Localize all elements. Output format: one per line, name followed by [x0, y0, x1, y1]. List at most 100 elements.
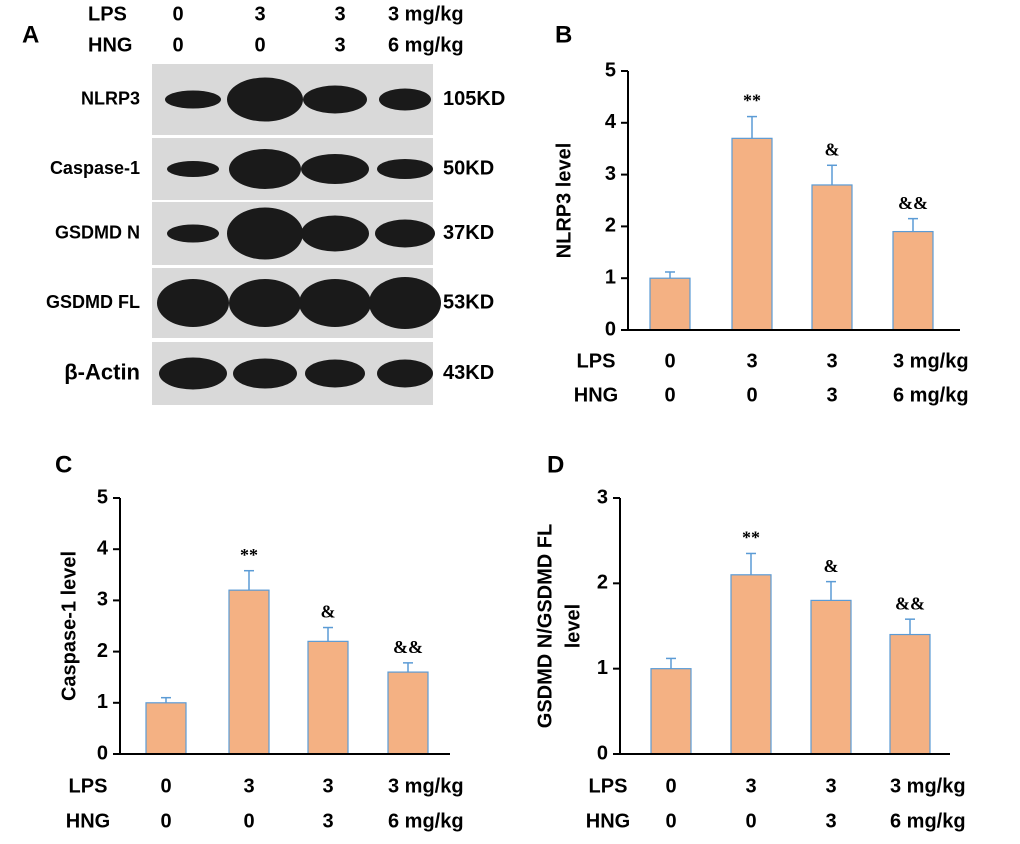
significance: &: [321, 602, 336, 622]
band: [369, 277, 441, 329]
error-bar: [666, 657, 676, 669]
error-bar: [323, 626, 333, 642]
y-tick-label: 2: [97, 640, 108, 662]
panel-label: C: [55, 451, 72, 478]
row-label: HNG: [88, 34, 132, 56]
band: [227, 77, 303, 122]
band-size: 37KD: [443, 222, 494, 244]
error-bar: [908, 217, 918, 232]
y-tick-label: 0: [597, 742, 608, 764]
bar: [810, 599, 852, 755]
y-tick-label: 0: [97, 742, 108, 764]
row-value: 0: [254, 34, 265, 56]
band: [167, 224, 219, 243]
row-value: 0: [664, 350, 675, 372]
error-bar: [403, 662, 413, 673]
bar: [228, 589, 270, 755]
y-axis-label: level: [562, 604, 584, 648]
significance: &&: [393, 637, 423, 657]
significance: &: [824, 556, 839, 576]
y-axis-label: NLRP3 level: [553, 143, 575, 259]
band: [227, 207, 303, 260]
error-bar: [826, 580, 836, 601]
band: [229, 279, 301, 327]
row-value: 0: [172, 3, 183, 25]
row-value: 3: [243, 775, 254, 797]
y-tick-label: 3: [605, 163, 616, 185]
row-value: 0: [745, 810, 756, 832]
row-value: 3 mg/kg: [893, 350, 969, 372]
y-tick-label: 4: [605, 111, 617, 133]
band-size: 43KD: [443, 362, 494, 384]
y-tick-label: 5: [605, 59, 616, 81]
y-tick-label: 3: [97, 589, 108, 611]
y-tick-label: 4: [97, 537, 109, 559]
row-label: HNG: [66, 810, 110, 832]
band: [157, 279, 229, 327]
significance: &&: [895, 593, 925, 613]
band: [299, 279, 371, 327]
y-axis-label: Caspase-1 level: [58, 551, 80, 701]
row-value: 0: [664, 384, 675, 406]
row-label: LPS: [589, 775, 628, 797]
bar: [649, 277, 691, 331]
y-axis-label: GSDMD N/GSDMD FL: [534, 524, 556, 728]
error-bar: [746, 552, 756, 575]
row-value: 0: [665, 810, 676, 832]
significance: **: [240, 545, 258, 565]
row-label: LPS: [88, 3, 127, 25]
band: [377, 159, 433, 179]
band-name: β-Actin: [64, 359, 140, 384]
bar: [145, 702, 187, 755]
bar: [730, 574, 772, 755]
bar: [811, 184, 853, 331]
panel-label: A: [22, 21, 39, 48]
y-tick-label: 3: [597, 486, 608, 508]
band-size: 50KD: [443, 157, 494, 179]
row-value: 3 mg/kg: [890, 775, 966, 797]
bar: [387, 671, 429, 755]
row-value: 3 mg/kg: [388, 775, 464, 797]
row-value: 0: [172, 34, 183, 56]
band: [377, 359, 433, 388]
row-value: 3: [334, 34, 345, 56]
y-tick-label: 0: [605, 318, 616, 340]
row-value: 3: [746, 350, 757, 372]
bar: [889, 633, 931, 755]
band-size: 53KD: [443, 291, 494, 313]
significance: &&: [898, 193, 928, 213]
row-value: 3: [322, 775, 333, 797]
band: [301, 154, 369, 184]
y-tick-label: 1: [605, 266, 616, 288]
bar: [731, 137, 773, 331]
band-size: 105KD: [443, 88, 505, 110]
row-value: 3: [745, 775, 756, 797]
band: [159, 357, 227, 390]
y-tick-label: 1: [597, 657, 608, 679]
y-tick-label: 2: [605, 215, 616, 237]
error-bar: [161, 696, 171, 703]
band: [301, 215, 369, 252]
band: [305, 359, 365, 388]
row-value: 3: [334, 3, 345, 25]
row-value: 0: [665, 775, 676, 797]
band-name: NLRP3: [81, 88, 140, 108]
row-value: 3 mg/kg: [388, 3, 464, 25]
y-tick-label: 5: [97, 486, 108, 508]
panel-label: D: [547, 451, 564, 478]
y-tick-label: 2: [597, 572, 608, 594]
significance: &: [825, 139, 840, 159]
row-value: 3: [826, 384, 837, 406]
row-value: 6 mg/kg: [388, 34, 464, 56]
error-bar: [827, 164, 837, 185]
significance: **: [742, 528, 760, 548]
row-value: 0: [746, 384, 757, 406]
band-name: GSDMD FL: [46, 292, 140, 312]
bar: [892, 230, 934, 331]
y-tick-label: 1: [97, 691, 108, 713]
bar: [650, 668, 692, 755]
significance: **: [743, 91, 761, 111]
band: [229, 149, 301, 189]
row-value: 3: [322, 810, 333, 832]
